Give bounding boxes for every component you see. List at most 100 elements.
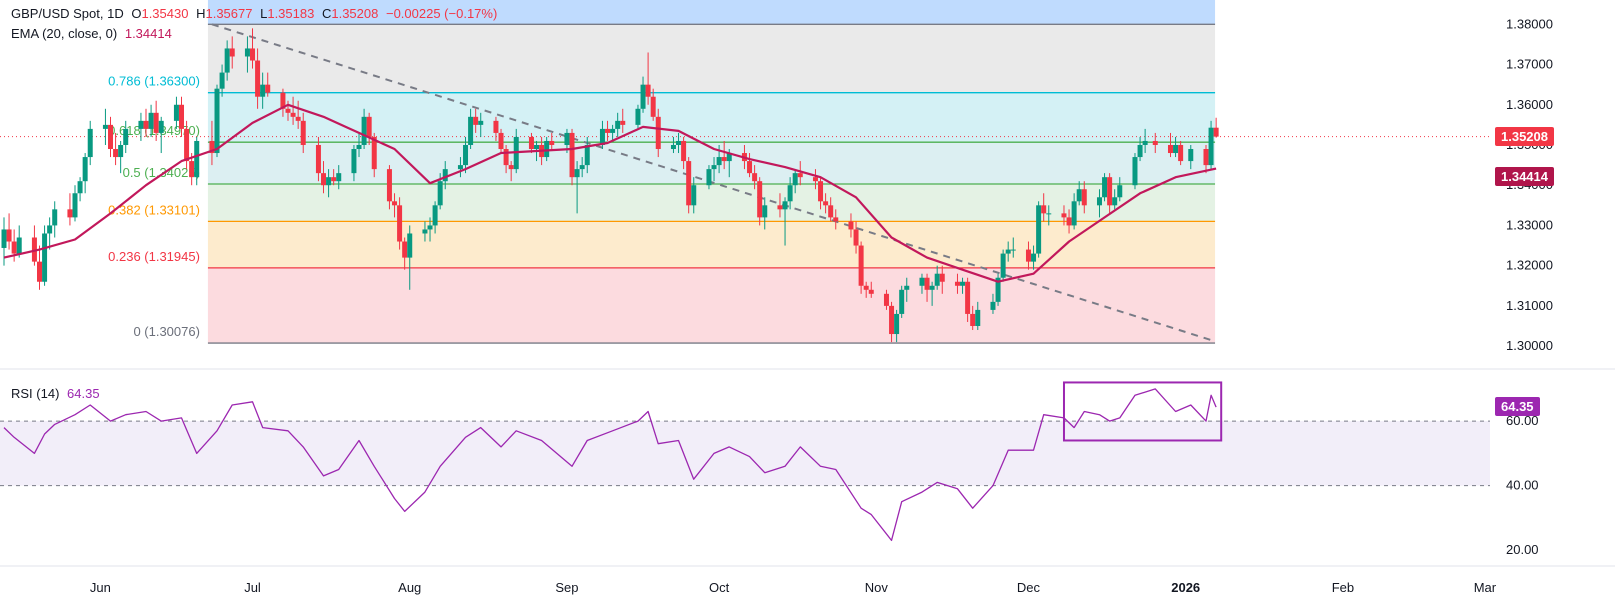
candle-body bbox=[620, 120, 626, 125]
price-axis-tick: 1.36000 bbox=[1506, 97, 1553, 112]
candle-body bbox=[1005, 249, 1011, 254]
candle-body bbox=[1041, 205, 1047, 214]
candle-body bbox=[11, 241, 17, 254]
candle-body bbox=[179, 104, 185, 129]
candle-body bbox=[828, 205, 834, 218]
candle-body bbox=[889, 305, 895, 335]
candle-body bbox=[463, 144, 469, 166]
candle-body bbox=[757, 181, 763, 218]
candle-body bbox=[31, 237, 37, 262]
candle-body bbox=[797, 173, 803, 178]
candle-body bbox=[716, 157, 722, 166]
candle-body bbox=[356, 144, 362, 150]
candle-body bbox=[1081, 189, 1087, 206]
rsi-axis-tick: 20.00 bbox=[1506, 542, 1539, 557]
candle-body bbox=[954, 281, 960, 286]
candle-body bbox=[47, 225, 53, 234]
candle-body bbox=[1173, 144, 1179, 154]
candle-body bbox=[148, 112, 154, 129]
candle-body bbox=[894, 313, 900, 335]
ohlc-low-label: L bbox=[260, 6, 268, 21]
fib-level-label: 0.236 (1.31945) bbox=[108, 249, 200, 264]
candle-body bbox=[812, 177, 818, 182]
candle-body bbox=[6, 229, 12, 242]
ohlc-close-value: 1.35208 bbox=[331, 6, 379, 21]
candle-body bbox=[37, 261, 43, 282]
candle-body bbox=[645, 84, 651, 97]
fib-zone bbox=[207, 184, 1216, 222]
fib-level-label: 0.382 (1.33101) bbox=[108, 202, 200, 217]
candle-body bbox=[990, 301, 996, 310]
candle-body bbox=[1061, 213, 1067, 218]
rsi-line bbox=[3, 388, 1217, 542]
candle-body bbox=[498, 132, 504, 150]
candle-body bbox=[792, 173, 798, 186]
candle-body bbox=[189, 161, 195, 178]
date-axis-tick: Aug bbox=[398, 580, 421, 595]
candle-body bbox=[229, 48, 235, 57]
candle-body bbox=[250, 48, 256, 61]
candle-body bbox=[326, 177, 332, 186]
symbol-title: GBP/USD Spot, 1D bbox=[11, 6, 124, 21]
candle-body bbox=[371, 136, 377, 170]
candle-body bbox=[402, 241, 408, 258]
candle-body bbox=[686, 161, 692, 206]
candle-body bbox=[143, 120, 149, 129]
candle-body bbox=[52, 209, 58, 226]
candle-body bbox=[442, 169, 448, 182]
candle-body bbox=[331, 177, 337, 182]
candle-body bbox=[366, 116, 372, 137]
candle-body bbox=[87, 128, 93, 158]
candle-body bbox=[392, 201, 398, 206]
rsi-legend: RSI (14) 64.35 bbox=[11, 386, 104, 401]
ema-value-badge: 1.34414 bbox=[1495, 166, 1554, 186]
date-axis-tick: Jun bbox=[90, 580, 111, 595]
candle-body bbox=[863, 285, 869, 290]
candle-body bbox=[173, 104, 179, 121]
candle-body bbox=[883, 293, 889, 306]
candle-body bbox=[295, 116, 301, 121]
candle-body bbox=[351, 149, 357, 174]
candle-body bbox=[848, 221, 854, 230]
candle-body bbox=[108, 124, 114, 150]
ohlc-change: −0.00225 (−0.17%) bbox=[385, 6, 498, 21]
price-axis-tick: 1.37000 bbox=[1506, 57, 1553, 72]
price-axis-tick: 1.33000 bbox=[1506, 217, 1553, 232]
date-axis-tick: 2026 bbox=[1171, 580, 1200, 595]
candle-body bbox=[899, 289, 905, 314]
candle-body bbox=[924, 277, 930, 290]
candle-body bbox=[361, 116, 367, 145]
candle-body bbox=[782, 201, 788, 210]
candle-body bbox=[315, 144, 321, 174]
candle-body bbox=[397, 205, 403, 242]
ema-line bbox=[3, 103, 1217, 283]
candle-body bbox=[640, 84, 646, 109]
candle-body bbox=[965, 281, 971, 314]
candle-body bbox=[473, 116, 479, 125]
candle-body bbox=[635, 108, 641, 125]
price-axis-tick: 1.31000 bbox=[1506, 298, 1553, 313]
candle-body bbox=[1208, 127, 1214, 166]
ohlc-high-label: H bbox=[196, 6, 206, 21]
candle-body bbox=[16, 237, 22, 254]
candle-body bbox=[939, 273, 945, 282]
candle-body bbox=[650, 96, 656, 117]
candle-body bbox=[427, 225, 433, 230]
candle-body bbox=[508, 165, 514, 170]
candle-body bbox=[224, 48, 230, 73]
candle-body bbox=[67, 209, 73, 218]
candle-body bbox=[478, 120, 484, 125]
fib-zone bbox=[207, 267, 1216, 344]
candle-body bbox=[118, 144, 124, 158]
candle-body bbox=[194, 140, 200, 178]
candle-body bbox=[1010, 249, 1016, 251]
candle-body bbox=[818, 181, 824, 202]
rsi-highlight-box bbox=[1062, 381, 1223, 442]
candle-body bbox=[564, 132, 570, 145]
candle-body bbox=[209, 140, 215, 154]
candle-body bbox=[584, 144, 590, 166]
candle-body bbox=[42, 233, 48, 282]
candle-body bbox=[1071, 201, 1077, 226]
